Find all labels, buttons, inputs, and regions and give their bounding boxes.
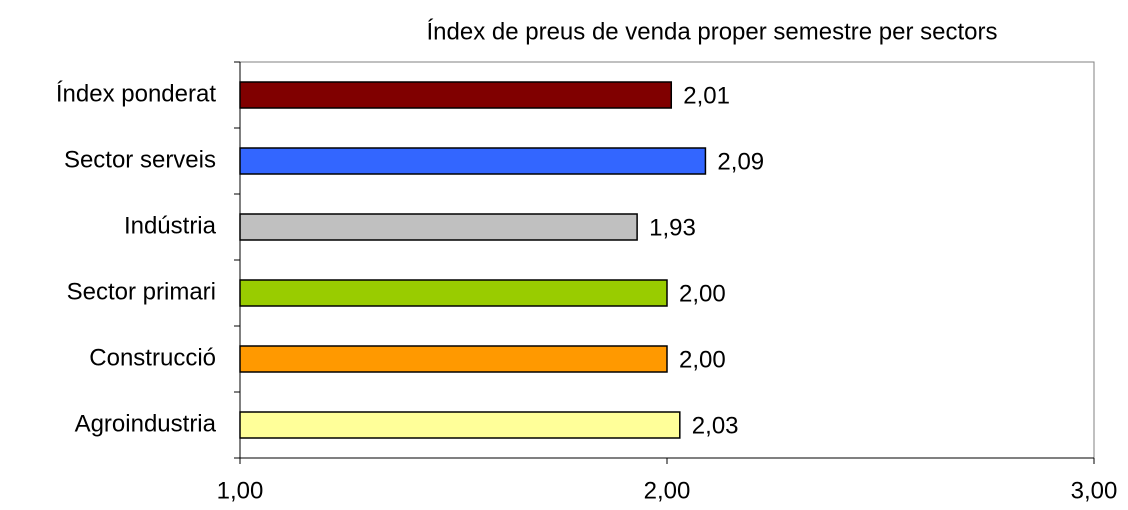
bar <box>239 81 673 109</box>
value-label: 2,03 <box>692 412 739 439</box>
x-tick-label: 2,00 <box>644 477 691 504</box>
y-tick-label: Agroindustria <box>75 410 217 437</box>
bar <box>239 147 707 175</box>
y-tick-label: Índex ponderat <box>56 80 216 107</box>
bar <box>239 279 668 307</box>
x-tick-label: 3,00 <box>1071 477 1118 504</box>
x-tick-label: 1,00 <box>217 477 264 504</box>
bar <box>239 213 638 241</box>
value-label: 1,93 <box>649 214 696 241</box>
y-tick-label: Sector primari <box>67 278 216 305</box>
bar <box>239 411 681 439</box>
value-label: 2,00 <box>679 346 726 373</box>
value-label: 2,09 <box>717 148 764 175</box>
y-tick-label: Sector serveis <box>64 146 216 173</box>
bar <box>239 345 668 373</box>
plot-frame <box>239 61 1095 459</box>
value-label: 2,00 <box>679 280 726 307</box>
y-tick-label: Indústria <box>124 212 217 239</box>
chart-title: Índex de preus de venda proper semestre … <box>427 18 998 45</box>
y-tick-label: Construcció <box>89 344 216 371</box>
value-label: 2,01 <box>683 82 730 109</box>
